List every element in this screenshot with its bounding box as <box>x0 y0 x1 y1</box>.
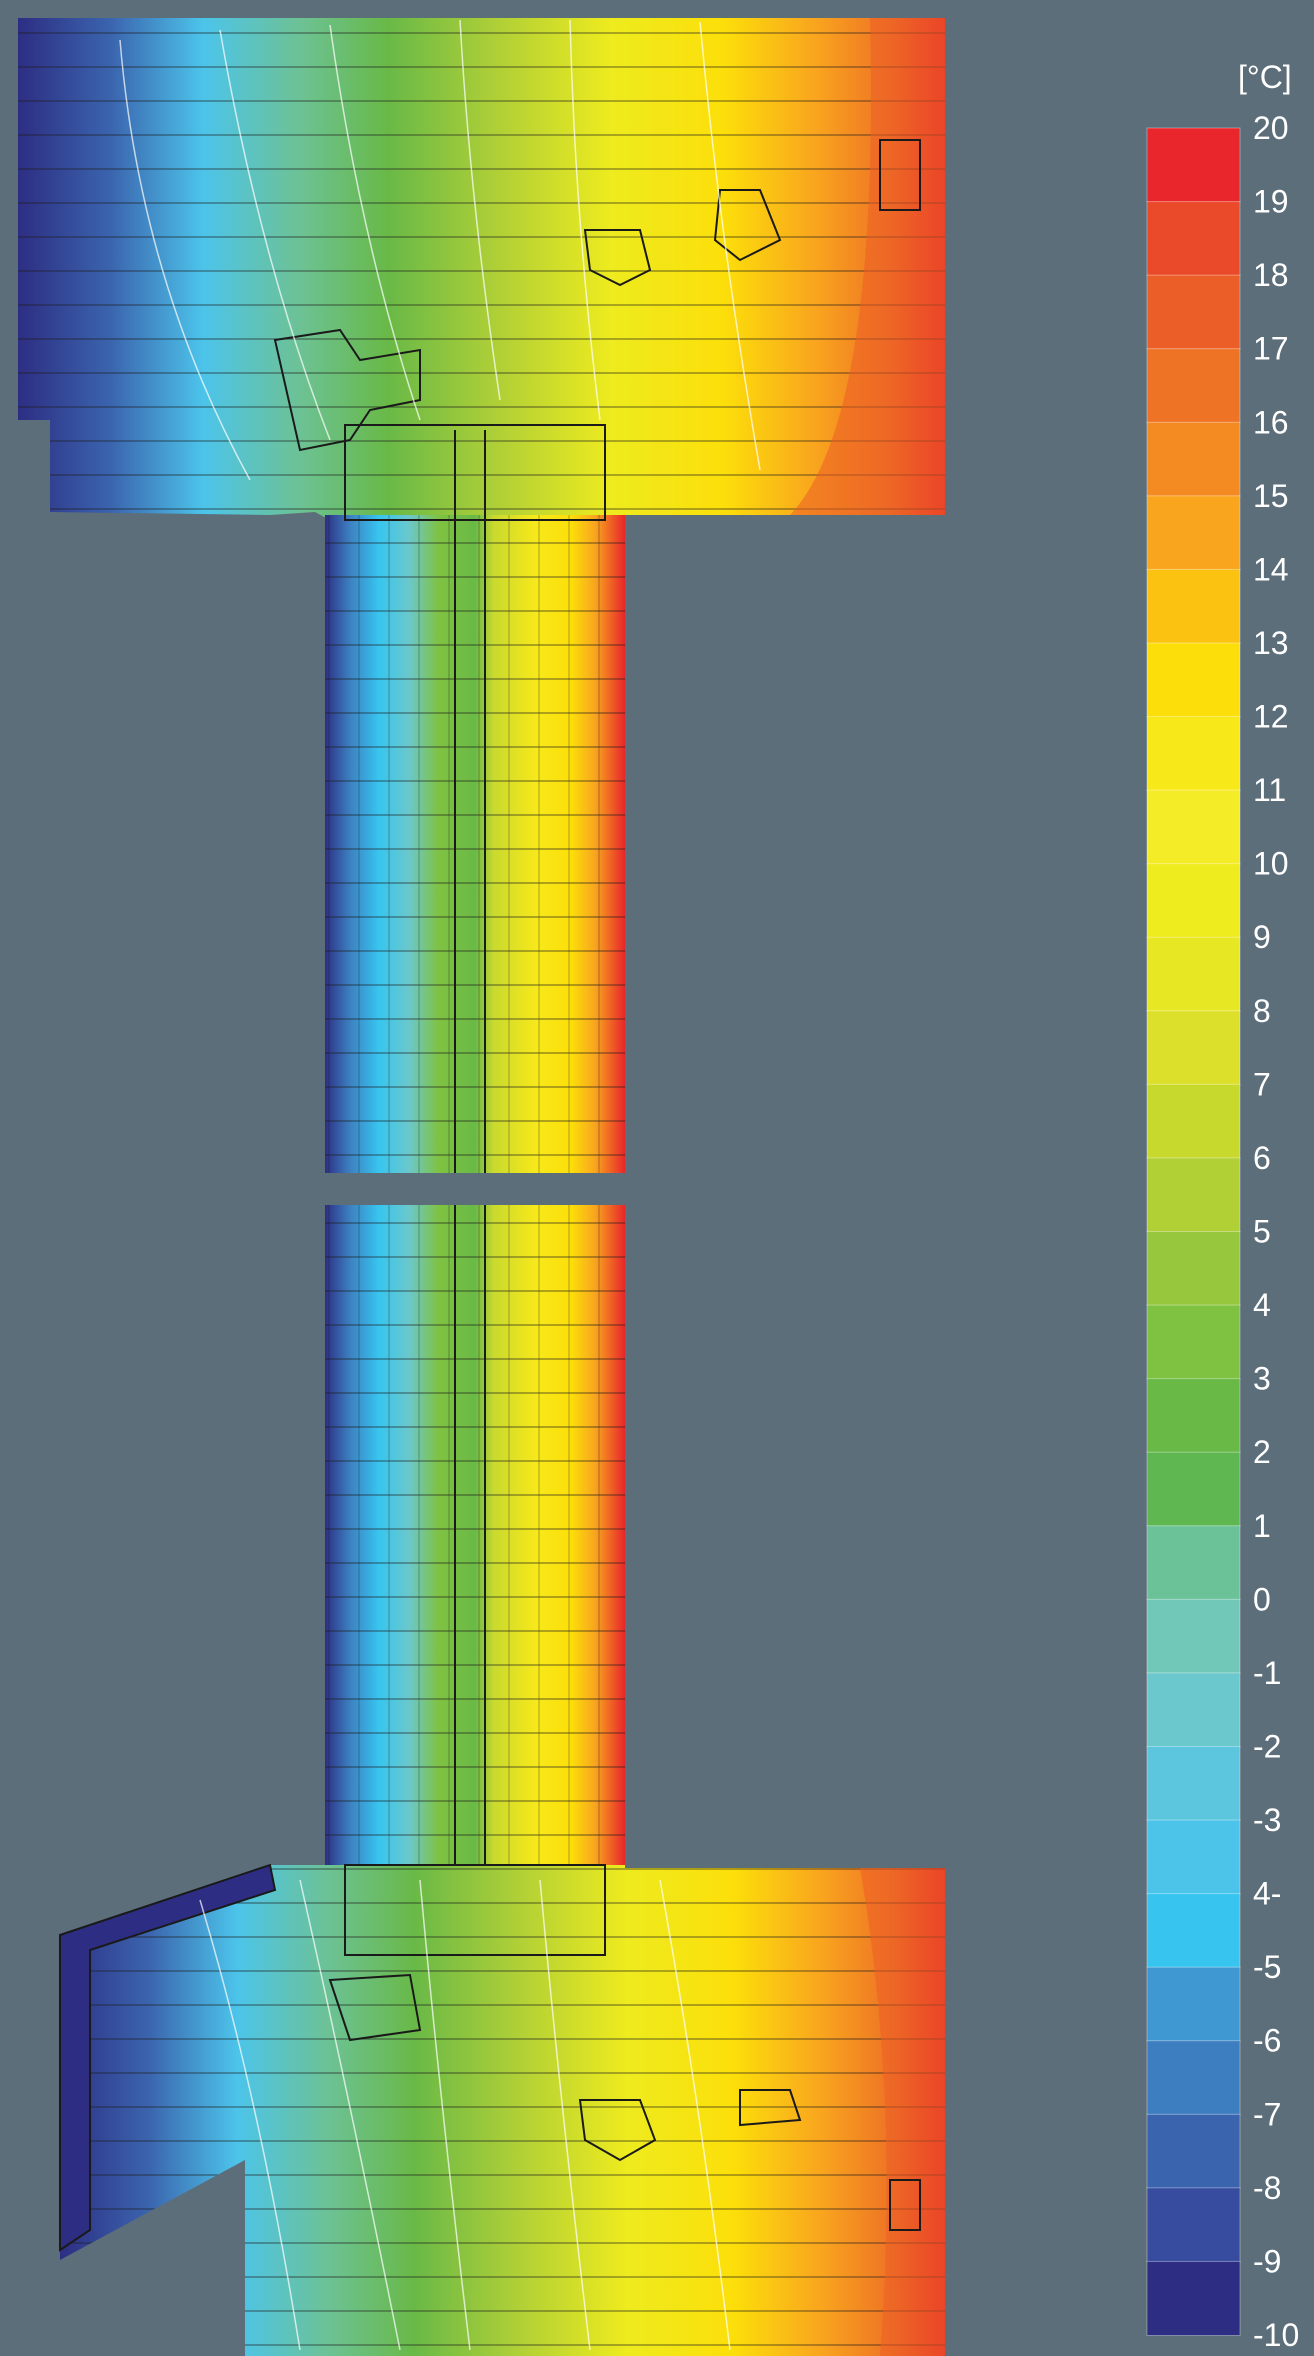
bottom-frame-mesh <box>60 1865 945 2356</box>
top-frame <box>18 18 945 520</box>
top-frame-warm-corner <box>790 18 945 515</box>
legend-band <box>1146 936 1241 1012</box>
legend-band <box>1146 2187 1241 2263</box>
bottom-spacer <box>344 1864 606 1956</box>
legend-band <box>1146 1010 1241 1086</box>
legend-band <box>1146 1672 1241 1748</box>
legend-tick-label: -1 <box>1253 1655 1281 1691</box>
legend-tick-label: 9 <box>1253 919 1271 955</box>
upper-spacer <box>344 424 606 521</box>
legend-tick-label: 6 <box>1253 1140 1271 1176</box>
legend-tick-label: 4 <box>1253 1287 1271 1323</box>
legend-band <box>1146 642 1241 718</box>
bottom-frame-drip-profile <box>59 1863 277 2252</box>
legend-tick-label: -7 <box>1253 2096 1281 2132</box>
legend-tick-label: 7 <box>1253 1066 1271 1102</box>
legend-tick-label: 1 <box>1253 1508 1271 1544</box>
top-frame-hardware <box>583 139 921 287</box>
legend-tick-label: -3 <box>1253 1802 1281 1838</box>
legend-tick-label: 14 <box>1253 551 1289 587</box>
legend-tick-label: 20 <box>1253 110 1289 146</box>
legend-band <box>1146 1525 1241 1601</box>
legend-color-bands <box>1146 127 1241 2337</box>
legend-band <box>1146 863 1241 939</box>
legend-band <box>1146 1819 1241 1895</box>
legend-tick-label: 3 <box>1253 1361 1271 1397</box>
legend-band <box>1146 1157 1241 1233</box>
legend-unit-label: [°C] <box>1238 59 1292 95</box>
legend-tick-label: 13 <box>1253 625 1289 661</box>
bottom-frame <box>59 1863 945 2356</box>
legend-band <box>1146 348 1241 424</box>
legend-band <box>1146 1966 1241 2042</box>
bottom-frame-hardware <box>328 1973 921 2231</box>
bottom-frame-warm-corner <box>860 1868 945 2356</box>
legend-tick-label: 4- <box>1253 1876 1281 1912</box>
legend-tick-label: -2 <box>1253 1728 1281 1764</box>
legend-band <box>1146 201 1241 277</box>
legend-band <box>1146 1378 1241 1454</box>
legend-tick-label: 12 <box>1253 699 1289 735</box>
legend-band <box>1146 2113 1241 2189</box>
legend-tick-label: 10 <box>1253 846 1289 882</box>
legend-band <box>1146 2260 1241 2337</box>
legend-tick-label: 16 <box>1253 404 1289 440</box>
legend-band <box>1146 1231 1241 1307</box>
legend-band <box>1146 1745 1241 1822</box>
lower-glazing <box>325 1205 625 1950</box>
legend-band <box>1146 274 1241 350</box>
legend-tick-label: 19 <box>1253 184 1289 220</box>
legend-band <box>1146 127 1241 203</box>
legend-band <box>1146 2040 1241 2116</box>
legend-tick-label: 0 <box>1253 1581 1271 1617</box>
legend-tick-label: -6 <box>1253 2023 1281 2059</box>
lower-glazing-mesh-v <box>325 1205 625 1865</box>
legend-band <box>1146 1083 1241 1159</box>
legend-tick-label: 15 <box>1253 478 1289 514</box>
legend-tick-label: 18 <box>1253 257 1289 293</box>
legend-tick-label: -8 <box>1253 2170 1281 2206</box>
legend-band <box>1146 421 1241 497</box>
legend-tick-label: -5 <box>1253 1949 1281 1985</box>
legend-band <box>1146 495 1241 571</box>
legend-band <box>1146 789 1241 865</box>
legend-tick-label: 5 <box>1253 1214 1271 1250</box>
legend-band <box>1146 1598 1241 1674</box>
legend-tick-label: 17 <box>1253 331 1289 367</box>
legend-tick-labels: 20191817161514131211109876543210-1-2-34-… <box>1253 110 1299 2353</box>
legend-band <box>1146 1893 1241 1969</box>
top-frame-isotherm <box>119 19 761 481</box>
legend-band <box>1146 1451 1241 1527</box>
legend-band <box>1146 716 1241 792</box>
legend-tick-label: 8 <box>1253 993 1271 1029</box>
upper-glazing <box>325 424 625 1173</box>
legend-tick-label: 2 <box>1253 1434 1271 1470</box>
legend-tick-label: 11 <box>1253 772 1286 808</box>
top-frame-sash-profile <box>273 328 421 452</box>
upper-glazing-mesh-v <box>325 515 625 1173</box>
legend-tick-label: -9 <box>1253 2243 1281 2279</box>
legend-band <box>1146 568 1241 644</box>
bottom-frame-isotherm <box>199 1879 731 2351</box>
legend-tick-label: -10 <box>1253 2317 1299 2353</box>
legend-band <box>1146 1304 1241 1380</box>
